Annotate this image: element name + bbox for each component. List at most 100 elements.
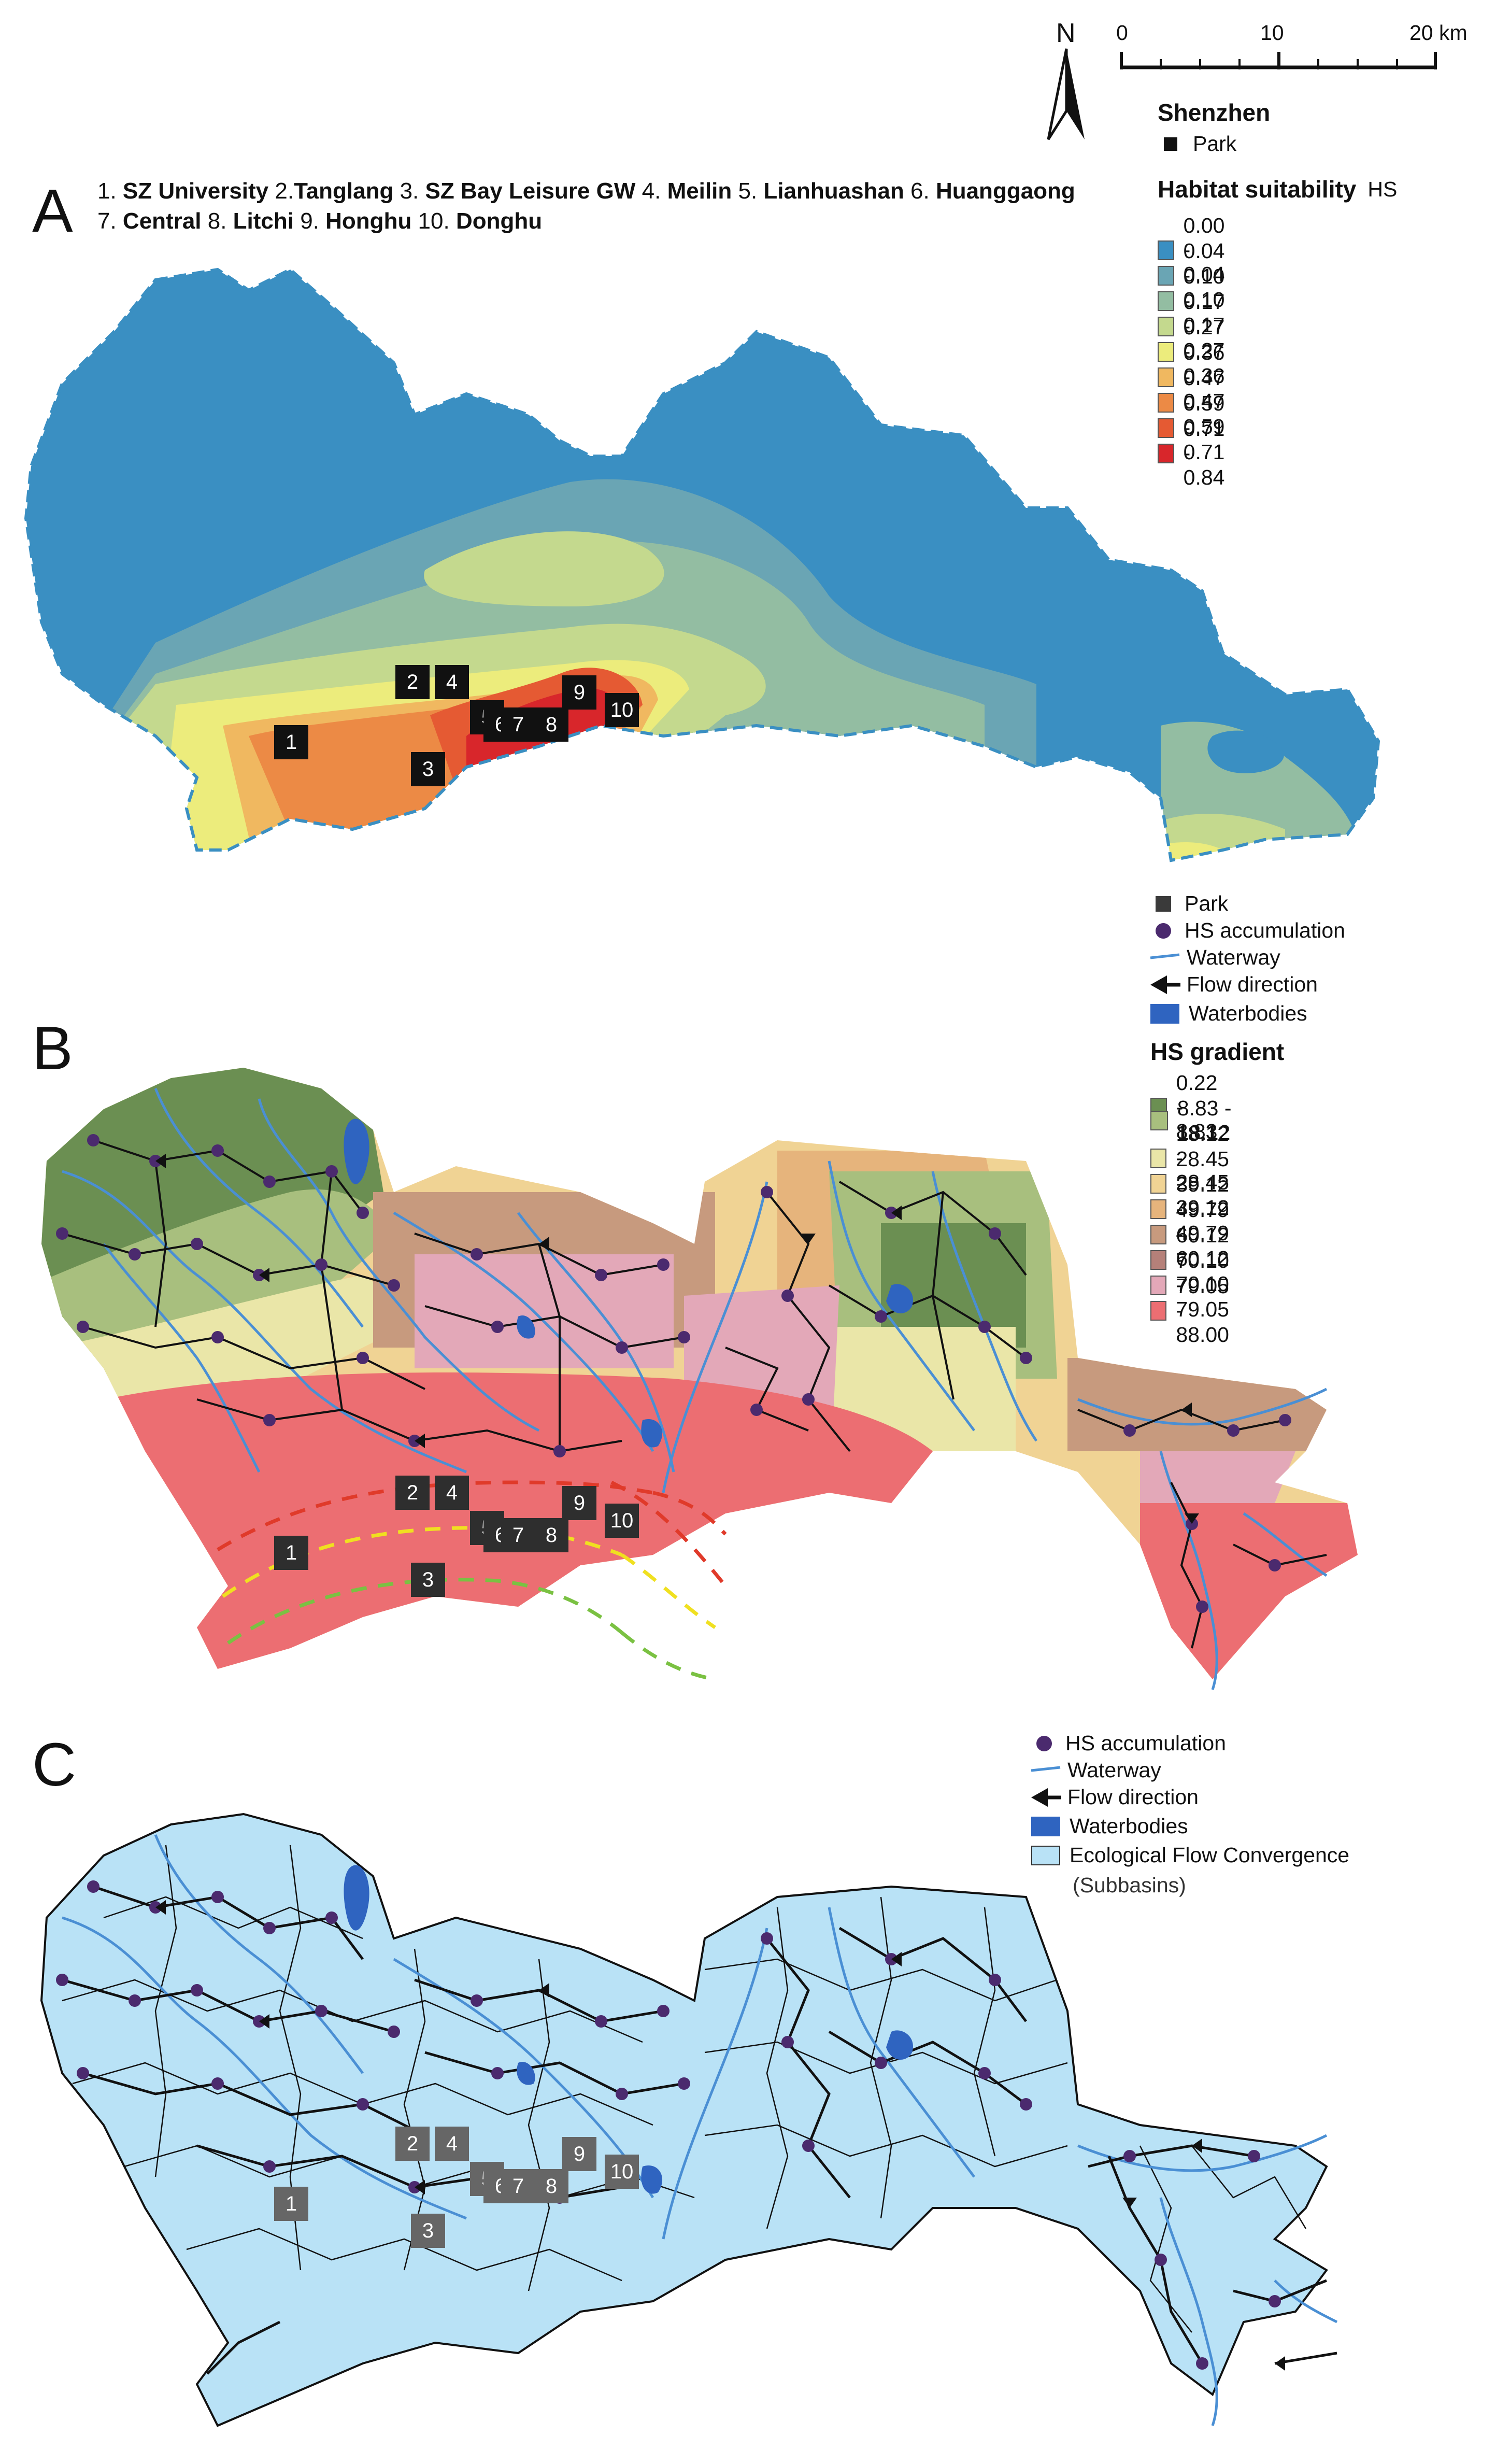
legend-b-waterway: Waterway: [1150, 945, 1280, 970]
park-marker-1: 1: [274, 725, 308, 759]
legend-class-row: 60.12 - 70.10: [1150, 1223, 1242, 1296]
legend-class-row: 18.12 - 28.45: [1150, 1122, 1242, 1195]
legend-b-accumulation: HS accumulation: [1150, 918, 1345, 943]
legend-hs-title: Habitat suitability HS: [1158, 175, 1397, 203]
legend-c-convergence-label: Ecological Flow Convergence: [1070, 1843, 1350, 1867]
legend-class-row: 0.17 - 0.27: [1158, 290, 1237, 363]
park-marker-9: 9: [562, 1486, 596, 1520]
park-list-name: Tanglang: [294, 178, 394, 204]
park-marker-10: 10: [605, 2155, 639, 2189]
legend-class-swatch: [1158, 342, 1174, 362]
park-list-name: Meilin: [667, 178, 732, 204]
legend-class-label: 0.10 - 0.17: [1183, 264, 1225, 337]
legend-class-label: 0.27 - 0.36: [1183, 315, 1225, 388]
legend-class-row: 49.79 - 60.12: [1150, 1198, 1242, 1271]
north-label: N: [1056, 18, 1076, 48]
park-list-number: 8.: [201, 208, 233, 234]
legend-class-swatch: [1150, 1148, 1167, 1168]
park-marker-3: 3: [411, 1563, 445, 1597]
legend-class-row: 0.00 - 0.04: [1158, 214, 1237, 287]
legend-park: Park: [1158, 132, 1236, 156]
legend-c-waterway: Waterway: [1031, 1758, 1161, 1782]
accumulation-dot-icon: [1036, 1735, 1052, 1751]
legend-c-accumulation-label: HS accumulation: [1065, 1731, 1226, 1755]
legend-class-row: 0.71 - 0.84: [1158, 417, 1237, 490]
park-marker-4: 4: [435, 1476, 469, 1510]
legend-class-swatch: [1158, 265, 1174, 286]
park-marker-4: 4: [435, 2127, 469, 2161]
park-marker-7: 7: [501, 707, 535, 742]
park-list-name: Litchi: [233, 208, 294, 234]
park-list-number: 6.: [904, 178, 936, 204]
waterbody-swatch: [1031, 1816, 1060, 1836]
legend-park-label: Park: [1193, 132, 1237, 155]
scale-tick-20: 20 km: [1409, 21, 1468, 45]
legend-b-flow: Flow direction: [1150, 972, 1318, 997]
legend-class-label: 79.05 - 88.00: [1176, 1274, 1229, 1347]
legend-city: Shenzhen: [1158, 99, 1271, 126]
park-marker-8: 8: [534, 707, 568, 742]
park-list-name: Huanggaong: [935, 178, 1075, 204]
park-marker-2: 2: [395, 2127, 430, 2161]
park-marker-1: 1: [274, 2187, 308, 2221]
legend-class-row: 28.45 - 39.12: [1150, 1147, 1242, 1220]
park-marker-8: 8: [534, 1518, 568, 1552]
park-list-number: 2.: [268, 178, 294, 204]
park-square-icon: [1164, 137, 1177, 151]
legend-class-row: 0.04 - 0.10: [1158, 239, 1237, 312]
legend-class-label: 0.36 - 0.47: [1183, 341, 1225, 413]
park-list-line-1: 1. SZ University 2.Tanglang 3. SZ Bay Le…: [97, 176, 1113, 206]
park-list-name: Donghu: [455, 208, 543, 234]
panel-c-subbasin-area: [40, 1812, 1328, 2427]
legend-class-swatch: [1150, 1250, 1167, 1270]
panel-b-letter: B: [32, 1014, 73, 1083]
legend-class-label: 60.12 - 70.10: [1176, 1223, 1229, 1296]
park-square-icon: [1156, 896, 1171, 912]
scale-tick-10: 10: [1260, 21, 1284, 45]
legend-class-row: 70.10 - 79.05: [1150, 1249, 1242, 1322]
legend-class-row: 0.22 - 8.83: [1150, 1071, 1230, 1144]
legend-class-swatch: [1150, 1224, 1167, 1244]
park-marker-9: 9: [562, 2137, 596, 2171]
legend-c-convergence: Ecological Flow Convergence: [1031, 1843, 1349, 1867]
park-list-name: Honghu: [325, 208, 412, 234]
park-list-name: SZ Bay Leisure GW: [425, 178, 636, 204]
park-marker-2: 2: [395, 1476, 430, 1510]
legend-class-label: 18.12 - 28.45: [1176, 1122, 1229, 1194]
legend-class-row: 8.83 - 18.12: [1150, 1096, 1242, 1145]
legend-c-flow: Flow direction: [1031, 1785, 1199, 1809]
park-list-number: 9.: [294, 208, 326, 234]
park-marker-10: 10: [605, 693, 639, 727]
park-list-number: 4.: [635, 178, 667, 204]
legend-class-swatch: [1158, 392, 1174, 413]
panel-c-map: [40, 1812, 1338, 2427]
legend-class-label: 8.83 - 18.12: [1177, 1096, 1232, 1144]
scale-bar-graphic: [1120, 52, 1437, 69]
park-list-name: Central: [122, 208, 202, 234]
panel-b-waterbodies: [344, 1118, 913, 1448]
park-list-name: Lianhuashan: [763, 178, 904, 204]
waterway-line-icon: [1150, 953, 1180, 959]
park-list-number: 10.: [411, 208, 456, 234]
legend-c-waterbodies: Waterbodies: [1031, 1814, 1188, 1838]
legend-class-swatch: [1158, 418, 1174, 438]
park-list-name: SZ University: [122, 178, 269, 204]
park-marker-3: 3: [411, 2214, 445, 2248]
legend-class-label: 0.59 - 0.71: [1183, 391, 1225, 464]
panel-b-waterways: [62, 1088, 1328, 1690]
panel-c-letter: C: [32, 1731, 77, 1799]
legend-class-swatch: [1158, 240, 1174, 260]
park-list: 1. SZ University 2.Tanglang 3. SZ Bay Le…: [97, 176, 1113, 236]
legend-c-waterway-label: Waterway: [1067, 1758, 1161, 1782]
legend-class-label: 28.45 - 39.12: [1176, 1147, 1229, 1220]
legend-class-label: 49.79 - 60.12: [1176, 1198, 1229, 1270]
flow-arrow-icon: [1031, 1788, 1061, 1807]
legend-class-swatch: [1150, 1173, 1167, 1194]
legend-class-swatch: [1150, 1300, 1167, 1321]
north-arrow-icon: [1047, 48, 1085, 140]
north-arrow: N: [1046, 18, 1087, 140]
panel-c-flow-arrows: [155, 1900, 1285, 2371]
legend-class-swatch: [1158, 316, 1174, 336]
hs-unit: HS: [1367, 177, 1398, 201]
park-marker-1: 1: [274, 1536, 308, 1570]
